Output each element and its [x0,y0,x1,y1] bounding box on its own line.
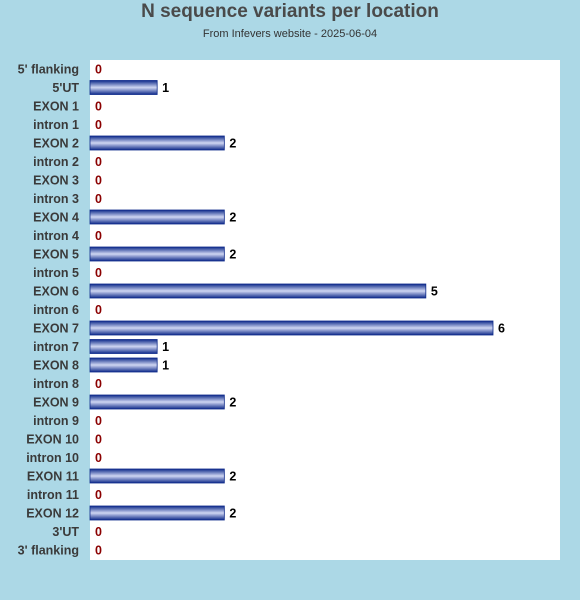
category-label-exon-6: EXON 6 [33,285,79,299]
bar-exon-9 [89,394,225,410]
value-label-3-flanking: 0 [95,544,102,558]
category-label-exon-10: EXON 10 [26,433,79,447]
category-label-exon-1: EXON 1 [33,100,79,114]
value-label-exon-6: 5 [431,285,438,299]
value-label-exon-4: 2 [229,211,236,225]
category-label-intron-11: intron 11 [27,488,79,502]
category-label-exon-7: EXON 7 [33,322,79,336]
value-label-exon-10: 0 [95,433,102,447]
value-label-intron-6: 0 [95,303,102,317]
bar-exon-7 [89,320,494,336]
bar-exon-5 [89,246,225,262]
category-label-exon-2: EXON 2 [33,137,79,151]
bar-intron-7 [89,339,158,354]
value-label-intron-5: 0 [95,266,102,280]
value-label-5-flanking: 0 [95,63,102,77]
bar-5-ut [89,80,158,95]
category-label-exon-3: EXON 3 [33,174,79,188]
category-label-exon-12: EXON 12 [26,507,79,521]
bar-exon-4 [89,209,225,225]
category-label-intron-8: intron 8 [33,377,79,391]
category-label-3-flanking: 3' flanking [18,544,79,558]
plot-area [90,60,560,560]
value-label-intron-9: 0 [95,414,102,428]
chart-subtitle: From Infevers website - 2025-06-04 [202,28,378,40]
category-label-exon-4: EXON 4 [33,211,79,225]
category-label-intron-7: intron 7 [33,340,79,354]
category-label-exon-9: EXON 9 [33,396,79,410]
value-label-3-ut: 0 [95,525,102,539]
value-label-exon-9: 2 [229,396,236,410]
category-label-intron-5: intron 5 [33,266,79,280]
category-label-intron-9: intron 9 [33,414,79,428]
category-label-5-flanking: 5' flanking [18,63,79,77]
category-label-intron-4: intron 4 [33,229,79,243]
category-label-exon-8: EXON 8 [33,359,79,373]
value-label-intron-10: 0 [95,451,102,465]
category-label-5-ut: 5'UT [52,81,79,95]
value-label-intron-3: 0 [95,192,102,206]
value-label-exon-3: 0 [95,174,102,188]
category-label-intron-3: intron 3 [33,192,79,206]
chart-title: N sequence variants per location [141,1,439,22]
category-label-intron-1: intron 1 [33,118,79,132]
category-label-exon-11: EXON 11 [27,470,79,484]
value-label-5-ut: 1 [162,81,169,95]
value-label-exon-7: 6 [498,322,505,336]
bar-exon-6 [89,283,427,299]
value-label-intron-7: 1 [162,340,169,354]
value-label-exon-2: 2 [229,137,236,151]
value-label-exon-8: 1 [162,359,169,373]
bar-exon-12 [89,505,225,521]
value-label-intron-4: 0 [95,229,102,243]
value-label-intron-2: 0 [95,155,102,169]
category-label-intron-2: intron 2 [33,155,79,169]
value-label-exon-12: 2 [229,507,236,521]
value-label-intron-1: 0 [95,118,102,132]
category-label-3-ut: 3'UT [52,525,79,539]
bar-exon-8 [89,357,158,373]
value-label-exon-11: 2 [229,470,236,484]
category-label-intron-10: intron 10 [26,451,79,465]
value-label-intron-8: 0 [95,377,102,391]
value-label-exon-1: 0 [95,100,102,114]
value-label-exon-5: 2 [229,248,236,262]
value-label-intron-11: 0 [95,488,102,502]
bar-exon-2 [89,135,225,151]
category-label-intron-6: intron 6 [33,303,79,317]
category-label-exon-5: EXON 5 [33,248,79,262]
bar-exon-11 [89,468,225,484]
